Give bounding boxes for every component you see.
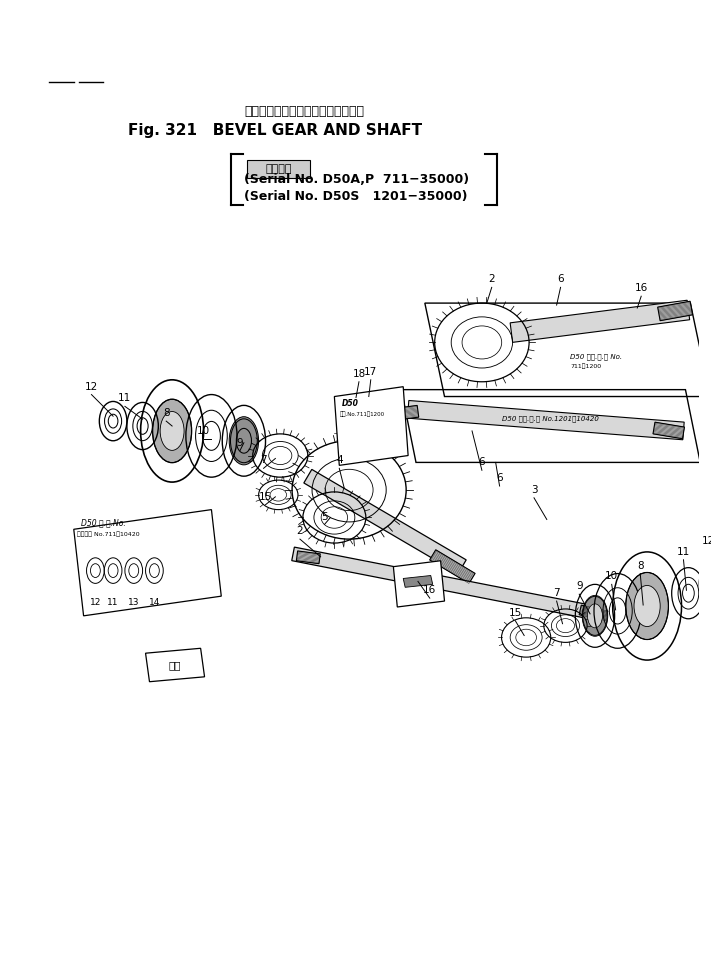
Text: 2: 2 bbox=[488, 275, 495, 284]
Text: D50 シリ.ア.ル No.: D50 シリ.ア.ル No. bbox=[570, 354, 623, 360]
Text: 8: 8 bbox=[637, 561, 643, 571]
FancyBboxPatch shape bbox=[247, 161, 310, 178]
Text: ベベル　ギヤー　および　シャフト: ベベル ギヤー および シャフト bbox=[245, 105, 365, 118]
Ellipse shape bbox=[582, 595, 608, 636]
Text: シリ.No.711～1200: シリ.No.711～1200 bbox=[339, 411, 385, 417]
Text: シリアル No.711～10420: シリアル No.711～10420 bbox=[77, 532, 139, 537]
Polygon shape bbox=[579, 605, 608, 620]
Text: 適用号機: 適用号機 bbox=[265, 165, 292, 174]
Text: 7: 7 bbox=[553, 588, 560, 598]
Text: 10: 10 bbox=[197, 426, 210, 436]
Polygon shape bbox=[393, 561, 444, 607]
Text: D50 シ.ア.No.: D50 シ.ア.No. bbox=[80, 518, 125, 527]
Text: 6: 6 bbox=[557, 275, 564, 284]
Text: 2: 2 bbox=[296, 526, 304, 537]
Text: 7: 7 bbox=[260, 456, 267, 466]
Polygon shape bbox=[304, 469, 466, 574]
Ellipse shape bbox=[229, 417, 259, 465]
Text: 5: 5 bbox=[321, 511, 328, 521]
Ellipse shape bbox=[626, 573, 668, 640]
Text: Fig. 321   BEVEL GEAR AND SHAFT: Fig. 321 BEVEL GEAR AND SHAFT bbox=[128, 124, 422, 138]
Text: 16: 16 bbox=[423, 585, 437, 595]
Text: 9: 9 bbox=[237, 437, 243, 448]
Ellipse shape bbox=[587, 604, 602, 628]
Ellipse shape bbox=[153, 399, 191, 463]
Polygon shape bbox=[292, 547, 606, 621]
Text: 13: 13 bbox=[128, 598, 139, 607]
Text: 前方: 前方 bbox=[169, 660, 181, 670]
Polygon shape bbox=[402, 405, 419, 419]
Text: (Serial No. D50A,P  711−35000): (Serial No. D50A,P 711−35000) bbox=[244, 172, 469, 186]
Text: D50: D50 bbox=[342, 399, 359, 408]
Text: 711～1200: 711～1200 bbox=[570, 363, 602, 369]
Text: 17: 17 bbox=[364, 367, 378, 377]
Text: 6: 6 bbox=[479, 458, 485, 468]
Text: 16: 16 bbox=[635, 283, 648, 293]
Text: 3: 3 bbox=[530, 485, 538, 495]
Polygon shape bbox=[74, 509, 221, 616]
Text: (Serial No. D50S   1201−35000): (Serial No. D50S 1201−35000) bbox=[244, 190, 467, 204]
Text: 15: 15 bbox=[259, 492, 272, 502]
Text: 10: 10 bbox=[605, 572, 619, 581]
Text: 6: 6 bbox=[496, 473, 503, 483]
Polygon shape bbox=[510, 300, 690, 342]
Text: 18: 18 bbox=[353, 369, 365, 379]
Polygon shape bbox=[429, 549, 475, 583]
Text: 11: 11 bbox=[677, 547, 690, 557]
Ellipse shape bbox=[160, 411, 184, 450]
Polygon shape bbox=[146, 649, 205, 682]
Text: 9: 9 bbox=[576, 581, 582, 591]
Polygon shape bbox=[403, 576, 433, 587]
Polygon shape bbox=[407, 400, 684, 440]
Text: 4: 4 bbox=[336, 456, 343, 466]
Text: 12: 12 bbox=[85, 382, 98, 392]
Text: 15: 15 bbox=[508, 608, 522, 618]
Polygon shape bbox=[658, 301, 693, 320]
Polygon shape bbox=[653, 422, 685, 438]
Text: 12: 12 bbox=[90, 598, 101, 607]
Text: 11: 11 bbox=[118, 393, 132, 403]
Text: 12: 12 bbox=[702, 536, 711, 546]
Text: 14: 14 bbox=[149, 598, 160, 607]
Text: D50 シリ.ア.ル No.1201～10420: D50 シリ.ア.ル No.1201～10420 bbox=[501, 416, 599, 423]
Polygon shape bbox=[334, 387, 408, 466]
Polygon shape bbox=[296, 551, 320, 564]
Text: 8: 8 bbox=[163, 408, 169, 418]
Ellipse shape bbox=[634, 585, 661, 626]
Text: 11: 11 bbox=[107, 598, 119, 607]
